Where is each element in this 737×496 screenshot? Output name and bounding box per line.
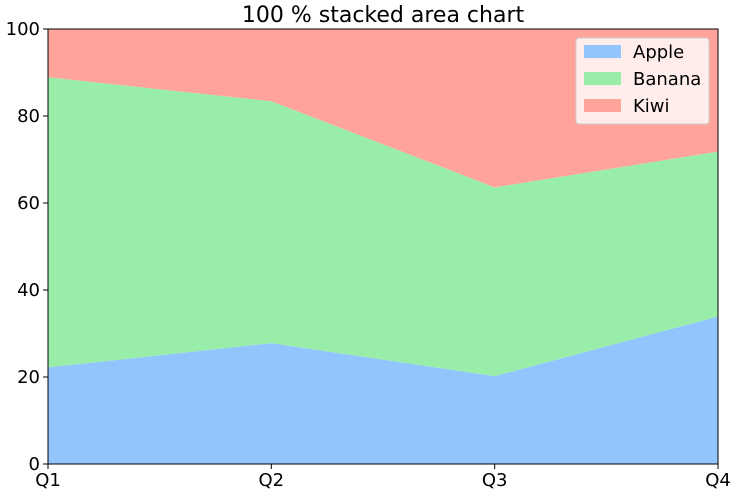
x-tick-label: Q2 bbox=[259, 470, 285, 491]
area-series-group bbox=[48, 29, 718, 464]
y-tick-label: 0 bbox=[29, 454, 40, 475]
legend-label-banana: Banana bbox=[633, 69, 701, 90]
y-tick-label: 100 bbox=[6, 19, 40, 40]
legend-label-apple: Apple bbox=[633, 42, 684, 63]
y-tick-label: 40 bbox=[17, 280, 40, 301]
x-tick-label: Q3 bbox=[482, 470, 508, 491]
x-tick-label: Q1 bbox=[35, 470, 61, 491]
legend-swatch-kiwi bbox=[584, 99, 621, 112]
plot-frame bbox=[47, 28, 719, 465]
axes: 0 20 40 60 80 100 Q1 Q2 Q3 Q4 bbox=[6, 19, 731, 491]
legend: Apple Banana Kiwi bbox=[575, 37, 710, 125]
area-apple bbox=[48, 316, 718, 464]
area-banana bbox=[48, 77, 718, 377]
y-tick-label: 60 bbox=[17, 193, 40, 214]
legend-swatch-banana bbox=[584, 72, 621, 85]
y-tick-label: 80 bbox=[17, 106, 40, 127]
chart-title: 100 % stacked area chart bbox=[242, 3, 525, 28]
x-tick-label: Q4 bbox=[705, 470, 731, 491]
legend-swatch-apple bbox=[584, 45, 621, 58]
legend-label-kiwi: Kiwi bbox=[633, 96, 670, 117]
y-tick-label: 20 bbox=[17, 367, 40, 388]
area-kiwi bbox=[48, 29, 718, 188]
